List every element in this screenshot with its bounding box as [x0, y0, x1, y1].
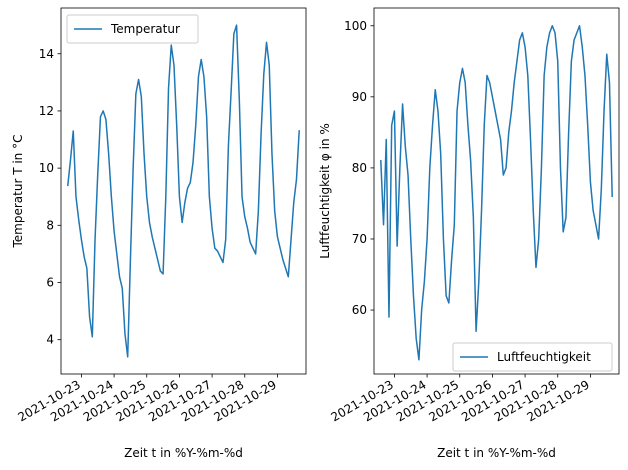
y-tick-label: 12 [39, 104, 54, 118]
temperature-plot-area [60, 7, 307, 375]
y-tick-label: 14 [39, 47, 54, 61]
humidity-y-axis-label: Luftfeuchtigkeit φ in % [318, 123, 332, 259]
humidity-x-axis-label: Zeit t in %Y-%m-%d [437, 446, 556, 460]
y-tick-label: 70 [352, 232, 367, 246]
humidity-legend-box [452, 342, 613, 372]
y-tick-label: 6 [46, 276, 54, 290]
y-tick-label: 4 [46, 333, 54, 347]
temperature-series-line [66, 24, 300, 358]
humidity-legend-label: Luftfeuchtigkeit [497, 350, 591, 364]
y-tick-label: 60 [352, 303, 367, 317]
humidity-plot-area [373, 7, 620, 375]
temperature-legend: Temperatur [66, 14, 199, 44]
y-tick-label: 10 [39, 161, 54, 175]
temperature-legend-label: Temperatur [110, 22, 180, 36]
y-tick-label: 8 [46, 218, 54, 232]
temperature-y-axis-label: Temperatur T in °C [11, 135, 25, 249]
y-tick-label: 80 [352, 161, 367, 175]
temperature-y-axis: 4 6 8 10 12 14 [39, 47, 61, 347]
humidity-y-axis: 60 70 80 90 100 [344, 19, 374, 317]
y-tick-label: 100 [344, 19, 367, 33]
y-tick-label: 90 [352, 90, 367, 104]
temperature-x-axis-label: Zeit t in %Y-%m-%d [124, 446, 243, 460]
humidity-series-line [380, 25, 613, 361]
temperature-legend-box [66, 14, 199, 44]
humidity-legend: Luftfeuchtigkeit [452, 342, 613, 372]
